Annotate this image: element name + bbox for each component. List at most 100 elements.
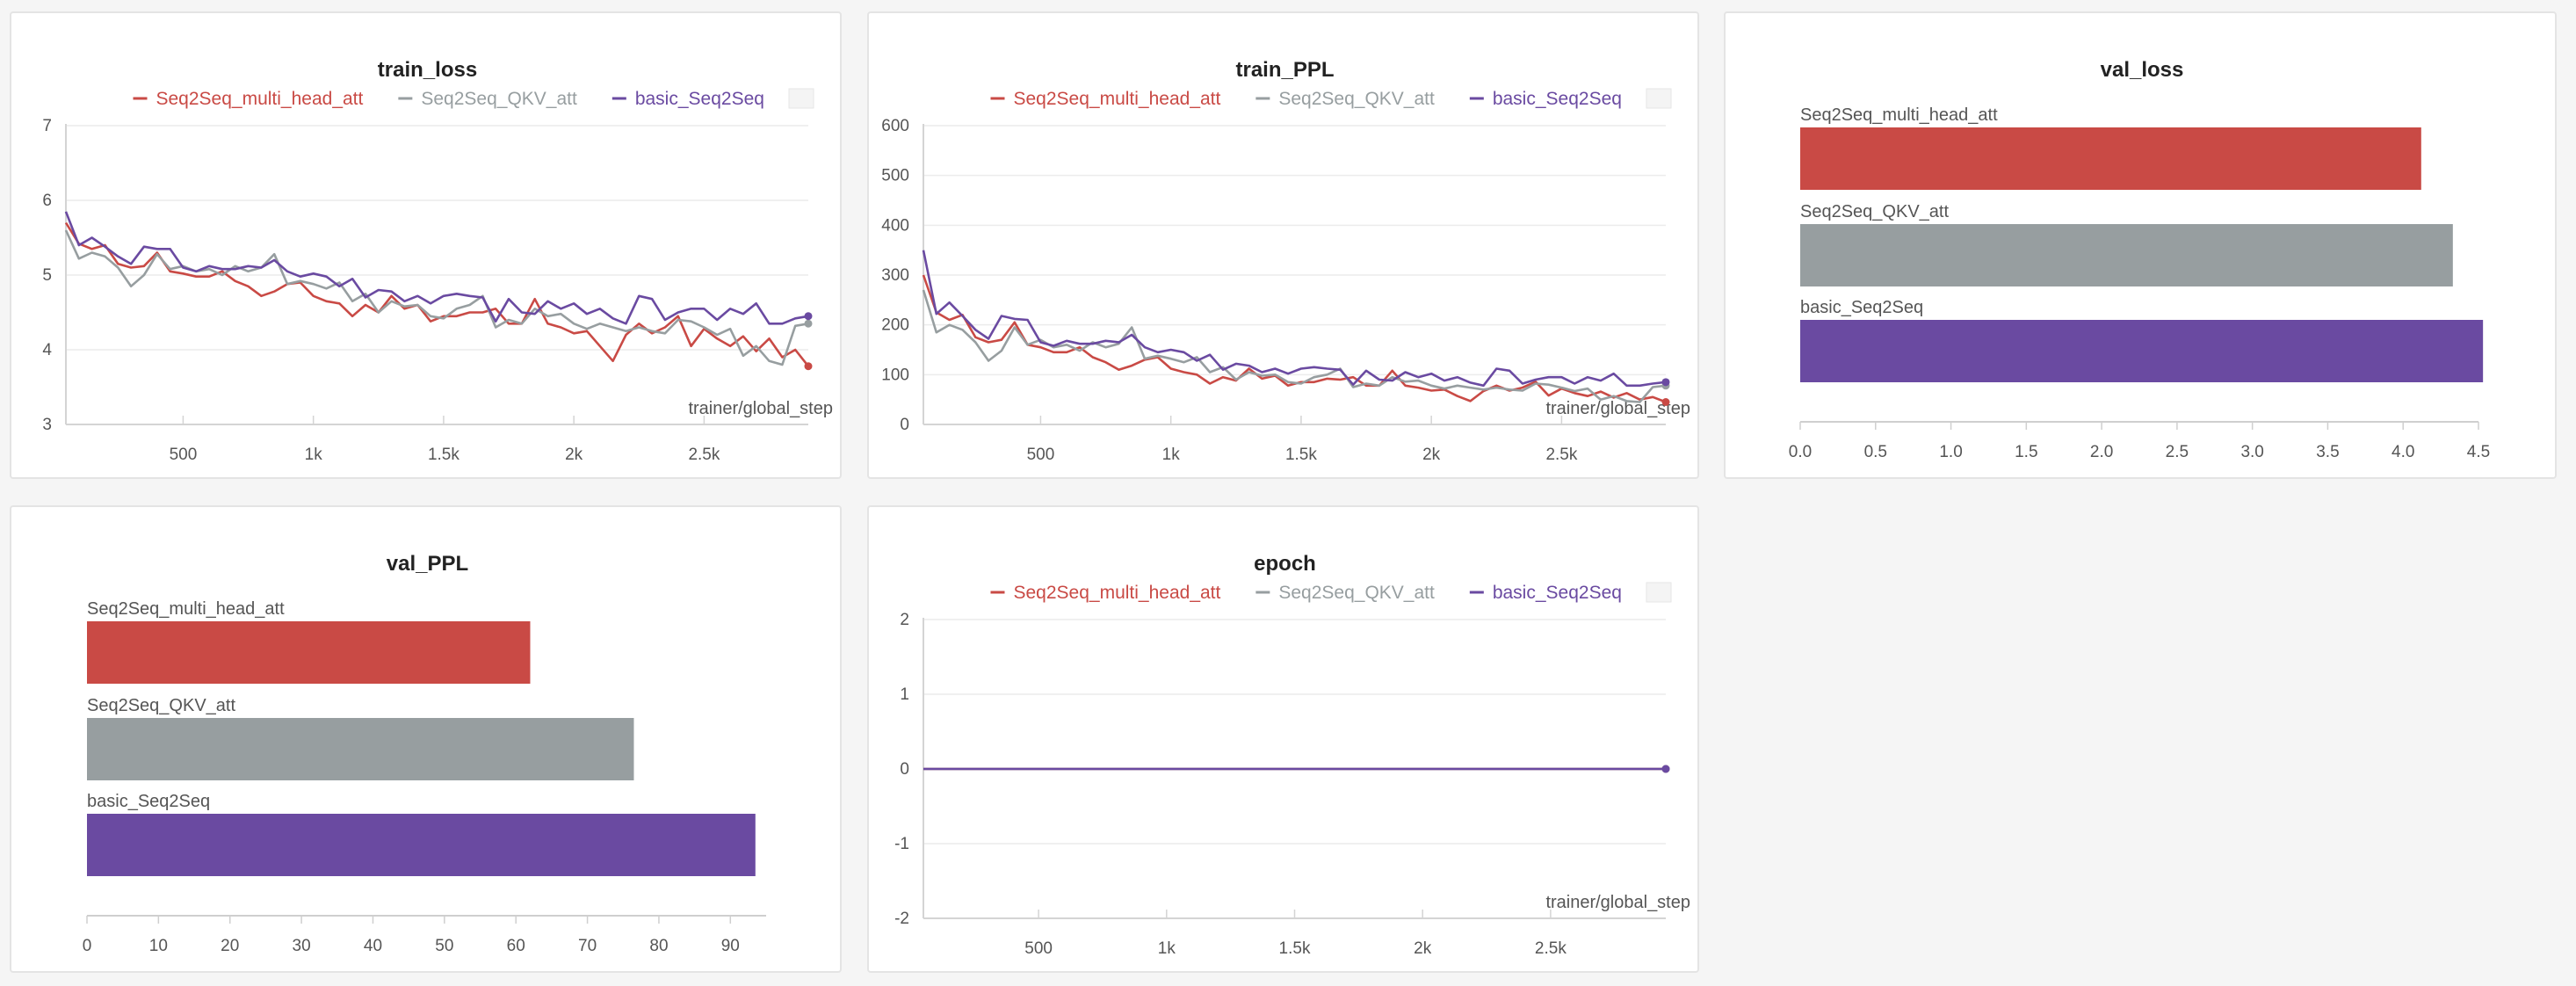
legend-label: basic_Seq2Seq [635, 89, 764, 109]
y-tick-label: 7 [42, 117, 52, 135]
legend-label: Seq2Seq_multi_head_att [1014, 583, 1221, 603]
chart-epoch: epoch Seq2Seq_multi_head_att Seq2Seq_QKV_a… [894, 552, 1690, 958]
x-tick-label: 500 [1024, 939, 1053, 958]
bar-label: Seq2Seq_QKV_att [1800, 202, 1949, 221]
bar-Seq2Seq_multi_head_att [87, 621, 531, 684]
y-tick-label: 4 [42, 341, 52, 359]
x-tick-label: 1k [1158, 939, 1176, 958]
panel-train-ppl: train_PPL Seq2Seq_multi_head_att Seq2Seq_Q… [867, 11, 1699, 479]
y-tick-label: 100 [881, 366, 909, 384]
x-tick-label: 500 [170, 446, 198, 464]
x-tick-label: 50 [435, 937, 453, 955]
series-line [64, 229, 809, 366]
legend-toggle [1646, 582, 1672, 603]
x-tick-label: 2.0 [2090, 443, 2113, 461]
chart-val-ppl: val_PPL Seq2Seq_multi_head_att Seq2Seq_QKV… [83, 552, 766, 955]
x-tick-label: 70 [578, 937, 597, 955]
panel-val-loss: val_loss Seq2Seq_multi_head_att Seq2Seq_QK… [1724, 11, 2557, 479]
series-line [922, 250, 1667, 388]
x-axis-label: trainer/global_step [688, 399, 833, 418]
legend-label: Seq2Seq_QKV_att [1278, 89, 1435, 109]
y-tick-label: 3 [42, 416, 52, 434]
x-tick-label: 80 [649, 937, 668, 955]
chart-train-ppl: train_PPL Seq2Seq_multi_head_att Seq2Seq_Q… [881, 58, 1690, 464]
y-tick-label: 1 [900, 685, 909, 704]
x-axis-label: trainer/global_step [1545, 399, 1690, 418]
y-tick-label: 5 [42, 266, 52, 285]
x-tick-label: 2k [565, 446, 583, 464]
y-tick-label: 500 [881, 167, 909, 185]
x-tick-label: 0.0 [1789, 443, 1812, 461]
legend-label: Seq2Seq_multi_head_att [156, 89, 364, 109]
y-tick-label: 400 [881, 216, 909, 235]
legend-toggle [788, 88, 814, 109]
bar-label: Seq2Seq_QKV_att [87, 696, 235, 715]
bar-Seq2Seq_multi_head_att [1800, 127, 2421, 190]
panel-train-loss: train_loss Seq2Seq_multi_head_att Seq2Seq_… [10, 11, 842, 479]
series-end-point [804, 319, 813, 328]
x-axis-label: trainer/global_step [1545, 893, 1690, 912]
legend-toggle [1646, 88, 1672, 109]
series-line [64, 211, 809, 325]
series-Seq2Seq_multi_head_att [64, 221, 813, 371]
x-tick-label: 2k [1414, 939, 1432, 958]
x-tick-label: 0 [83, 937, 92, 955]
x-tick-label: 1k [1162, 446, 1181, 464]
legend-label: basic_Seq2Seq [1493, 583, 1622, 603]
chart-title: epoch [1254, 552, 1316, 576]
legend-label: Seq2Seq_QKV_att [421, 89, 577, 109]
bar-label: basic_Seq2Seq [87, 792, 210, 811]
chart-title: train_PPL [1235, 58, 1334, 82]
x-tick-label: 1.5 [2015, 443, 2037, 461]
x-tick-label: 1k [305, 446, 323, 464]
legend: Seq2Seq_multi_head_att Seq2Seq_QKV_att bas… [990, 89, 1622, 109]
x-tick-label: 1.5k [1285, 446, 1317, 464]
y-tick-label: -2 [894, 910, 909, 928]
x-tick-label: 1.0 [1939, 443, 1962, 461]
series-end-point [1661, 398, 1670, 406]
y-tick-label: 6 [42, 192, 52, 210]
bar-Seq2Seq_QKV_att [87, 718, 634, 780]
x-tick-label: 3.5 [2316, 443, 2339, 461]
chart-title: val_PPL [387, 552, 468, 576]
legend: Seq2Seq_multi_head_att Seq2Seq_QKV_att bas… [133, 89, 764, 109]
chart-title: val_loss [2101, 58, 2184, 82]
bar-label: Seq2Seq_multi_head_att [87, 599, 285, 619]
series-basic_Seq2Seq [922, 250, 1670, 388]
bar-Seq2Seq_QKV_att [1800, 224, 2453, 286]
chart-title: train_loss [378, 58, 477, 82]
bar-label: basic_Seq2Seq [1800, 298, 1923, 317]
legend-label: Seq2Seq_QKV_att [1278, 583, 1435, 603]
series-end-point [804, 312, 813, 321]
x-tick-label: 90 [721, 937, 740, 955]
series-line [64, 221, 810, 367]
bar-basic_Seq2Seq [1800, 320, 2484, 382]
legend-label: Seq2Seq_multi_head_att [1014, 89, 1221, 109]
legend: Seq2Seq_multi_head_att Seq2Seq_QKV_att bas… [990, 583, 1622, 603]
x-tick-label: 2.5k [1535, 939, 1567, 958]
series-basic_Seq2Seq [923, 765, 1670, 773]
bar-basic_Seq2Seq [87, 814, 756, 876]
x-tick-label: 2.5 [2166, 443, 2189, 461]
legend-label: basic_Seq2Seq [1493, 89, 1622, 109]
panel-val-ppl: val_PPL Seq2Seq_multi_head_att Seq2Seq_QKV… [10, 505, 842, 973]
x-tick-label: 3.0 [2240, 443, 2263, 461]
y-tick-label: 200 [881, 316, 909, 335]
x-tick-label: 2.5k [688, 446, 720, 464]
x-tick-label: 60 [507, 937, 525, 955]
series-end-point [1661, 765, 1670, 773]
series-basic_Seq2Seq [64, 211, 813, 325]
y-tick-label: 2 [900, 611, 909, 629]
chart-val-loss: val_loss Seq2Seq_multi_head_att Seq2Seq_QK… [1789, 58, 2490, 461]
x-tick-label: 30 [293, 937, 311, 955]
bar-label: Seq2Seq_multi_head_att [1800, 105, 1998, 125]
x-tick-label: 2.5k [1545, 446, 1577, 464]
x-tick-label: 0.5 [1864, 443, 1887, 461]
x-tick-label: 20 [221, 937, 239, 955]
x-tick-label: 10 [149, 937, 168, 955]
y-tick-label: 600 [881, 117, 909, 135]
x-tick-label: 4.5 [2467, 443, 2490, 461]
x-tick-label: 1.5k [1279, 939, 1311, 958]
x-tick-label: 1.5k [428, 446, 459, 464]
x-tick-label: 4.0 [2391, 443, 2414, 461]
